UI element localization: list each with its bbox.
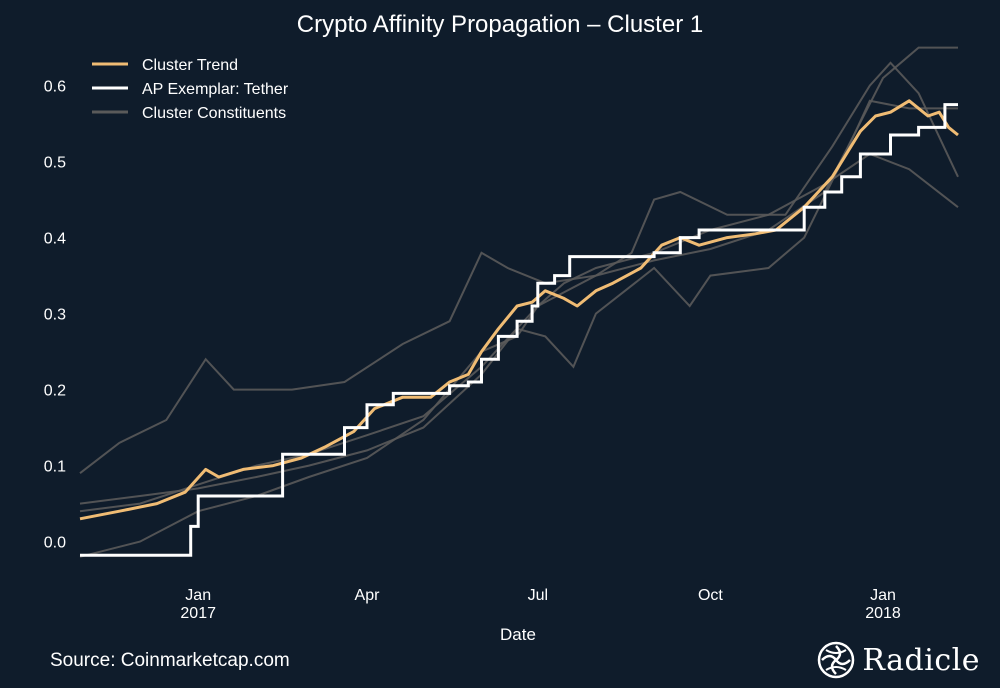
y-tick-label: 0.3 — [44, 307, 66, 324]
x-tick-label: Jan — [870, 587, 896, 604]
constituent-line-1 — [79, 61, 959, 474]
x-tick-year-label: 2017 — [180, 605, 216, 622]
legend: Cluster Trend AP Exemplar: Tether Cluster … — [92, 57, 289, 122]
cluster-trend-line — [79, 99, 959, 521]
brand-logo: Radicle — [816, 640, 980, 680]
y-tick-label: 0.0 — [44, 535, 66, 552]
x-tick-label: Jan — [185, 587, 211, 604]
y-tick-label: 0.2 — [44, 383, 66, 400]
constituent-lines — [79, 46, 959, 558]
y-tick-label: 0.6 — [44, 79, 66, 96]
x-tick-label: Apr — [355, 587, 381, 604]
x-tick-year-label: 2018 — [865, 605, 901, 622]
x-tick-label: Jul — [528, 587, 548, 604]
y-tick-label: 0.4 — [44, 231, 66, 248]
exemplar-tether-line — [80, 103, 958, 557]
source-note: Source: Coinmarketcap.com — [50, 650, 290, 671]
chart-title: Crypto Affinity Propagation – Cluster 1 — [297, 11, 703, 38]
trend-line-group — [79, 99, 959, 521]
x-axis-label: Date — [500, 625, 536, 644]
exemplar-line-group — [80, 103, 958, 557]
radicle-logo-icon — [818, 641, 855, 679]
x-tick-label: Oct — [698, 587, 723, 604]
legend-label: Cluster Trend — [142, 57, 238, 74]
y-axis-ticks: 0.0 0.1 0.2 0.3 0.4 0.5 0.6 — [44, 79, 66, 552]
constituent-line-4 — [79, 99, 958, 505]
y-tick-label: 0.5 — [44, 155, 66, 172]
legend-label: Cluster Constituents — [142, 105, 286, 122]
y-tick-label: 0.1 — [44, 459, 66, 476]
legend-label: AP Exemplar: Tether — [142, 81, 289, 98]
brand-name: Radicle — [862, 642, 980, 678]
